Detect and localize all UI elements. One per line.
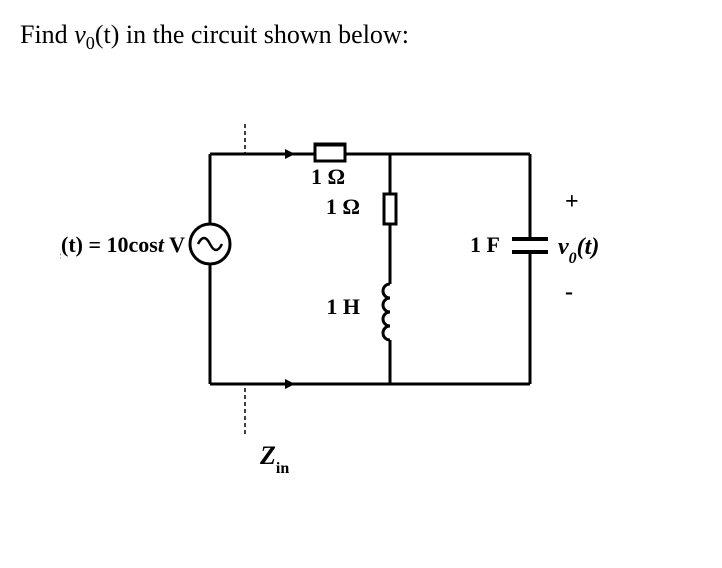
- sine-icon: [198, 238, 222, 250]
- prompt-var-arg: (t): [95, 20, 120, 49]
- output-label: v0(t): [558, 234, 599, 267]
- arrowhead-icon: [285, 379, 295, 389]
- output-plus: +: [565, 189, 579, 215]
- prompt-var-sub: 0: [86, 33, 95, 53]
- prompt-prefix: Find: [20, 20, 74, 49]
- capacitor-label: 1 F: [470, 232, 500, 257]
- resistor-top-box: [315, 145, 345, 161]
- lookin-arrow-top: [245, 124, 295, 154]
- prompt-suffix: in the circuit shown below:: [119, 20, 409, 49]
- resistor-top-label: 1 Ω: [311, 164, 345, 189]
- problem-prompt: Find v0(t) in the circuit shown below:: [20, 20, 702, 54]
- circuit-diagram: 1 Ω 1 Ω 1 H 1 F + v0(t) - Vs(t) = 10cost…: [60, 94, 620, 474]
- arrowhead-icon: [285, 149, 295, 159]
- zin-label: Zin: [259, 441, 289, 474]
- source-label: Vs(t) = 10cost V: [60, 232, 185, 264]
- output-minus: -: [565, 279, 573, 305]
- resistor-mid: [384, 194, 396, 224]
- lookin-arrow-bot: [245, 384, 295, 434]
- inductor-label: 1 H: [326, 294, 360, 319]
- prompt-var-v: v: [74, 20, 86, 49]
- resistor-mid-label: 1 Ω: [326, 194, 360, 219]
- inductor: [383, 284, 390, 340]
